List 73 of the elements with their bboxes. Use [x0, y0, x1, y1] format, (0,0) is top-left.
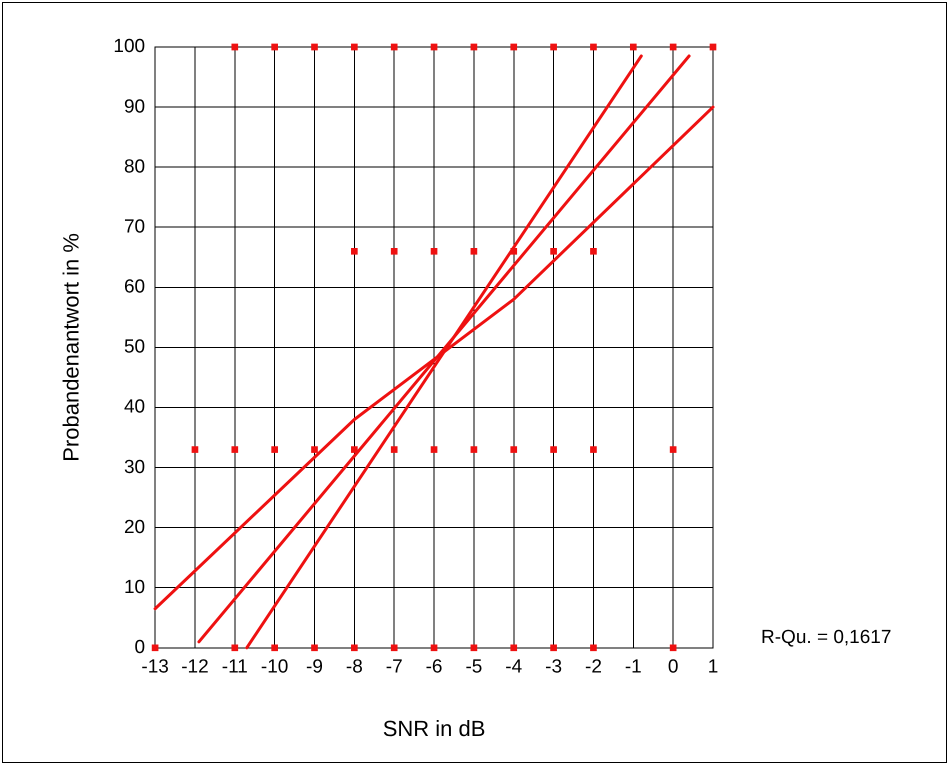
point	[152, 644, 158, 652]
x-tick-label: -3	[545, 656, 562, 678]
point	[470, 248, 478, 255]
point	[590, 446, 597, 453]
point	[510, 248, 518, 255]
point	[271, 644, 278, 652]
x-tick-label: 1	[708, 656, 718, 678]
point	[430, 44, 438, 50]
point	[470, 446, 478, 453]
x-axis-title: SNR in dB	[382, 716, 486, 741]
point	[192, 446, 198, 453]
point	[390, 248, 398, 255]
x-tick-label: -7	[386, 656, 403, 678]
x-tick-label: -6	[426, 656, 443, 678]
x-tick-label: -2	[584, 656, 602, 678]
point	[430, 248, 438, 255]
x-tick-label: -9	[306, 656, 323, 678]
point	[550, 44, 557, 50]
point	[390, 644, 398, 652]
y-tick-label: 0	[134, 637, 146, 658]
x-tick-label: -12	[181, 656, 209, 678]
point	[510, 44, 518, 50]
point	[590, 248, 597, 255]
x-tick-label: -13	[141, 656, 169, 678]
x-tick-label: -10	[260, 656, 288, 678]
y-tick-label: 80	[124, 156, 146, 178]
point	[351, 44, 358, 50]
point	[231, 446, 238, 453]
point	[470, 44, 478, 50]
point	[311, 44, 318, 50]
y-tick-label: 60	[124, 276, 146, 298]
point	[550, 446, 557, 453]
y-tick-label: 20	[124, 516, 146, 538]
point	[311, 644, 318, 652]
point	[351, 446, 358, 453]
x-tick-label: -1	[624, 656, 642, 678]
y-tick-label: 70	[124, 216, 146, 238]
x-tick-label: -5	[465, 656, 482, 678]
point	[590, 644, 597, 652]
y-tick-label: 90	[124, 96, 146, 118]
x-tick-label: -11	[222, 656, 248, 678]
x-tick-label: 0	[668, 656, 678, 678]
x-tick-label: -4	[505, 656, 523, 678]
text: R-Qu. = 0,1617	[761, 627, 892, 648]
point	[470, 644, 478, 652]
point	[351, 644, 358, 652]
x-tick-label: -8	[346, 656, 363, 678]
point	[590, 44, 597, 50]
y-tick-label: 30	[124, 456, 146, 478]
y-tick-label: 100	[113, 36, 146, 58]
point	[311, 446, 318, 453]
point	[670, 446, 676, 453]
point	[550, 248, 557, 255]
y-tick-label: 40	[124, 396, 146, 418]
point	[430, 644, 438, 652]
y-tick-label: 10	[124, 576, 146, 598]
point	[670, 644, 676, 652]
point	[710, 44, 716, 50]
point	[231, 644, 238, 652]
point	[231, 44, 238, 50]
y-axis-title: Probandenantwort in %	[58, 233, 84, 462]
point	[510, 644, 518, 652]
point	[351, 248, 358, 255]
point	[630, 44, 637, 50]
point	[271, 44, 278, 50]
point	[430, 446, 438, 453]
point	[390, 446, 398, 453]
point	[670, 44, 676, 50]
y-tick-label: 50	[124, 336, 146, 358]
point	[550, 644, 557, 652]
point	[510, 446, 518, 453]
point	[390, 44, 398, 50]
point	[271, 446, 278, 453]
